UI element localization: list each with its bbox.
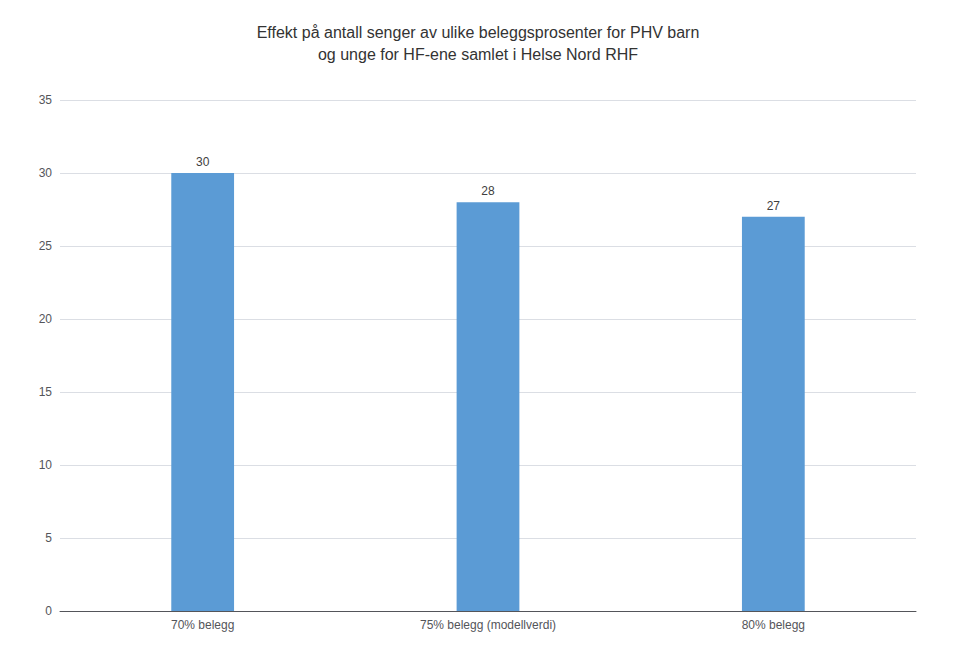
svg-text:Effekt på antall senger av uli: Effekt på antall senger av ulike beleggs… bbox=[257, 24, 700, 41]
svg-text:15: 15 bbox=[39, 385, 53, 399]
svg-text:35: 35 bbox=[39, 93, 53, 107]
svg-text:28: 28 bbox=[481, 184, 495, 198]
svg-text:30: 30 bbox=[196, 155, 210, 169]
svg-text:30: 30 bbox=[39, 166, 53, 180]
svg-text:og unge for HF-ene samlet i He: og unge for HF-ene samlet i Helse Nord R… bbox=[318, 46, 638, 63]
svg-text:0: 0 bbox=[45, 604, 52, 618]
svg-text:80% belegg: 80% belegg bbox=[742, 618, 805, 632]
svg-text:27: 27 bbox=[767, 199, 781, 213]
svg-text:70% belegg: 70% belegg bbox=[171, 618, 234, 632]
svg-text:75% belegg (modellverdi): 75% belegg (modellverdi) bbox=[420, 618, 556, 632]
svg-text:10: 10 bbox=[39, 458, 53, 472]
svg-text:20: 20 bbox=[39, 312, 53, 326]
svg-text:5: 5 bbox=[45, 531, 52, 545]
svg-text:25: 25 bbox=[39, 239, 53, 253]
